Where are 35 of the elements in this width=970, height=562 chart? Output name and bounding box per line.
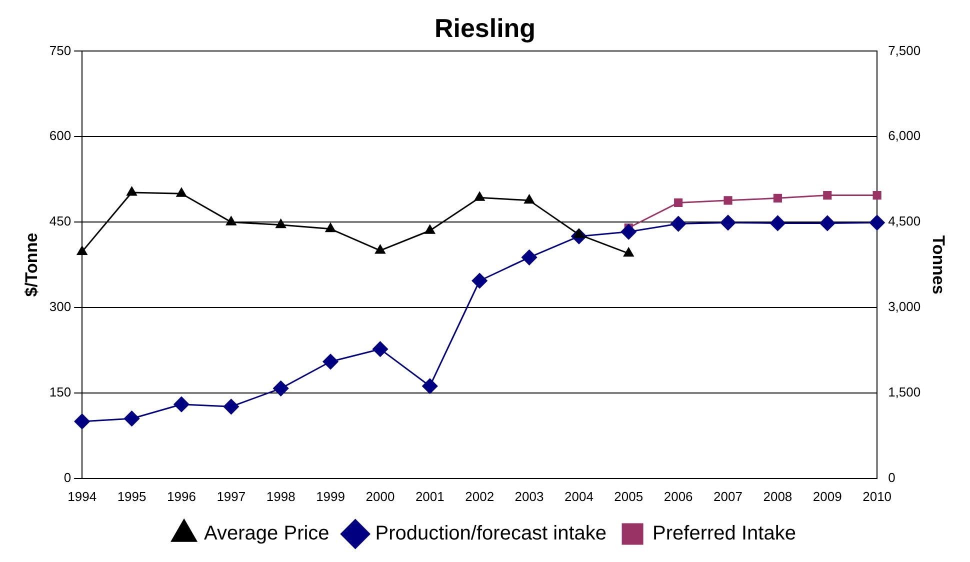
y2-tick-label: 4,500 (888, 214, 921, 229)
x-tick-label: 2002 (465, 488, 494, 504)
y-tick-label: 300 (49, 299, 72, 314)
x-tick-label: 2005 (614, 488, 644, 504)
x-tick-label: 2008 (763, 488, 792, 504)
x-tick-label: 2007 (714, 488, 742, 504)
legend-label: Preferred Intake (652, 522, 796, 545)
y-tick-label: 750 (49, 42, 72, 58)
chart-title: Riesling (434, 12, 536, 43)
y-tick-label: 600 (49, 128, 72, 144)
x-tick-label: 1998 (266, 488, 296, 504)
y2-tick-label: 3,000 (888, 299, 921, 314)
y-tick-label: 0 (64, 470, 72, 485)
x-tick-label: 1995 (117, 488, 146, 504)
y2-axis-title: Tonnes (929, 235, 948, 294)
x-tick-label: 2000 (366, 488, 395, 504)
y2-tick-label: 0 (888, 470, 896, 485)
y-axis-title: $/Tonne (22, 232, 41, 297)
x-tick-label: 2006 (664, 488, 693, 504)
x-tick-label: 2004 (564, 488, 594, 504)
x-tick-label: 1997 (216, 488, 246, 504)
x-tick-label: 2009 (812, 488, 842, 504)
x-tick-label: 1999 (316, 488, 345, 504)
y-tick-label: 450 (49, 214, 72, 229)
x-tick-label: 1996 (167, 488, 196, 504)
y2-tick-label: 7,500 (888, 42, 921, 58)
legend-label: Production/forecast intake (375, 522, 607, 545)
y2-tick-label: 6,000 (888, 128, 921, 144)
y-tick-label: 150 (49, 384, 72, 400)
x-tick-label: 2003 (514, 488, 544, 504)
x-tick-label: 2010 (862, 488, 892, 504)
x-tick-label: 2001 (415, 488, 444, 504)
legend-label: Average Price (204, 522, 330, 545)
y2-tick-label: 1,500 (888, 384, 921, 400)
x-tick-label: 1994 (68, 488, 97, 504)
